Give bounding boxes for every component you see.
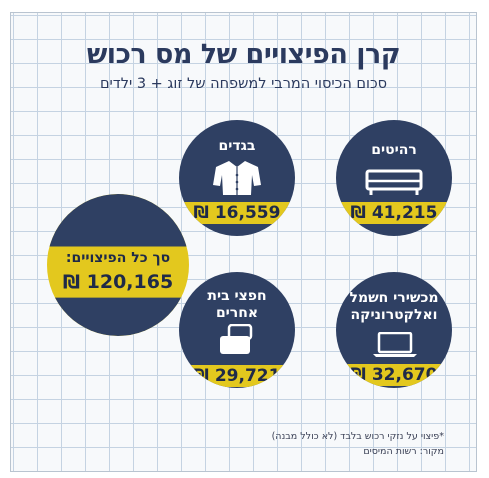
clothing-label: בגדים: [218, 138, 256, 154]
total-value: 120,165 ₪: [62, 271, 174, 293]
footnote-line1: *פיצוי על נזקי רכוש בלבד (לא כולל מבנה): [271, 431, 444, 442]
household-label-line1: חפצי בית: [207, 288, 267, 304]
household-label-line2: אחרים: [215, 305, 259, 321]
clothing-value: 16,559 ₪: [179, 202, 295, 224]
shirt-icon: [213, 161, 261, 195]
electronics-value: 32,670 ₪: [336, 364, 452, 386]
page-subtitle: סכום הכיסוי המרבי למשפחה של זוג + 3 ילדי…: [99, 76, 388, 92]
household-value: 29,721 ₪: [179, 365, 295, 387]
total-circle: סך כל הפיצויים: 120,165 ₪: [47, 194, 189, 336]
infographic-frame: קרן הפיצויים של מס רכוש סכום הכיסוי המרב…: [10, 12, 477, 472]
sofa-icon: [365, 169, 423, 195]
footnote-source: מקור: רשות המיסים: [363, 446, 444, 457]
laptop-icon: [373, 332, 417, 357]
household-circle: חפצי בית אחרים 29,721 ₪: [179, 272, 295, 388]
electronics-circle: מכשירי חשמל ואלקטרוניקה 32,670 ₪: [336, 272, 452, 388]
clothing-circle: בגדים 16,559 ₪: [179, 120, 295, 236]
page-title: קרן הפיצויים של מס רכוש: [86, 39, 401, 70]
furniture-circle: רהיטים 41,215 ₪: [336, 120, 452, 236]
total-label: סך כל הפיצויים:: [65, 250, 171, 266]
electronics-label-line1: מכשירי חשמל: [349, 290, 439, 306]
furniture-label: רהיטים: [371, 142, 417, 158]
electronics-label-line2: ואלקטרוניקה: [350, 307, 438, 323]
furniture-value: 41,215 ₪: [336, 202, 452, 224]
household-items-icon: [220, 324, 253, 354]
